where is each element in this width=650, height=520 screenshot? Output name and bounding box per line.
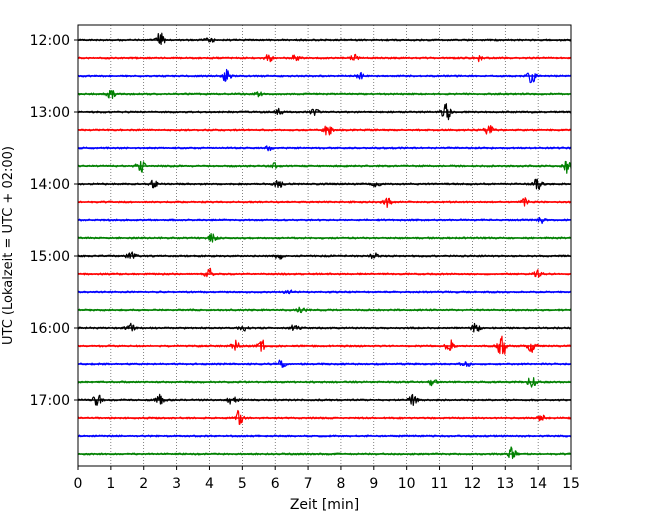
trace-1400 xyxy=(77,178,572,190)
y-tick-label: 16:00 xyxy=(30,321,70,337)
trace-1630 xyxy=(77,359,572,368)
x-tick-label: 7 xyxy=(304,476,313,492)
trace-1245 xyxy=(77,89,572,99)
trace-1200 xyxy=(77,32,572,46)
x-tick-label: 8 xyxy=(336,476,345,492)
trace-1415 xyxy=(77,197,572,209)
trace-1230 xyxy=(77,68,572,84)
trace-1515 xyxy=(77,267,572,278)
x-tick-label: 9 xyxy=(369,476,378,492)
x-tick-label: 10 xyxy=(398,476,416,492)
trace-1645 xyxy=(77,377,572,388)
trace-1430 xyxy=(77,216,572,225)
trace-1715 xyxy=(77,409,572,425)
x-tick-label: 2 xyxy=(139,476,148,492)
x-tick-label: 1 xyxy=(106,476,115,492)
y-tick-label: 17:00 xyxy=(30,393,70,409)
x-tick-label: 14 xyxy=(529,476,547,492)
x-tick-label: 15 xyxy=(562,476,580,492)
x-tick-label: 4 xyxy=(205,476,214,492)
trace-1215 xyxy=(77,53,572,63)
trace-1445 xyxy=(77,233,572,243)
trace-line xyxy=(77,446,572,460)
y-tick-label: 12:00 xyxy=(30,33,70,49)
trace-1600 xyxy=(77,322,572,333)
trace-1300 xyxy=(77,103,572,121)
trace-1345 xyxy=(77,160,572,174)
x-tick-label: 6 xyxy=(271,476,280,492)
x-tick-label: 13 xyxy=(496,476,514,492)
trace-1530 xyxy=(77,289,572,295)
trace-line xyxy=(77,160,572,174)
traces-layer xyxy=(77,32,572,460)
y-tick-label: 14:00 xyxy=(30,177,70,193)
trace-1745 xyxy=(77,446,572,460)
trace-line xyxy=(77,32,572,46)
trace-1545 xyxy=(77,306,572,314)
y-axis: 12:00 13:00 14:00 15:00 16:00 17:00 xyxy=(30,33,78,409)
trace-line xyxy=(77,335,572,355)
y-axis-label: UTC (Lokalzeit = UTC + 02:00) xyxy=(1,146,16,345)
trace-1730 xyxy=(77,434,572,438)
plot-frame xyxy=(77,24,572,467)
x-tick-label: 3 xyxy=(172,476,181,492)
trace-1615 xyxy=(77,335,572,355)
trace-1700 xyxy=(77,393,572,406)
x-tick-label: 11 xyxy=(431,476,449,492)
x-axis: 0 1 2 3 4 5 6 7 8 9 10 11 12 13 14 15 xyxy=(74,466,580,492)
trace-1500 xyxy=(77,251,572,260)
x-axis-label: Zeit [min] xyxy=(290,497,359,513)
x-tick-label: 12 xyxy=(463,476,481,492)
trace-1315 xyxy=(77,125,572,136)
y-tick-label: 15:00 xyxy=(30,249,70,265)
trace-line xyxy=(77,267,572,278)
y-tick-label: 13:00 xyxy=(30,105,70,121)
x-tick-label: 5 xyxy=(238,476,247,492)
x-tick-label: 0 xyxy=(74,476,83,492)
trace-1330 xyxy=(77,145,572,152)
